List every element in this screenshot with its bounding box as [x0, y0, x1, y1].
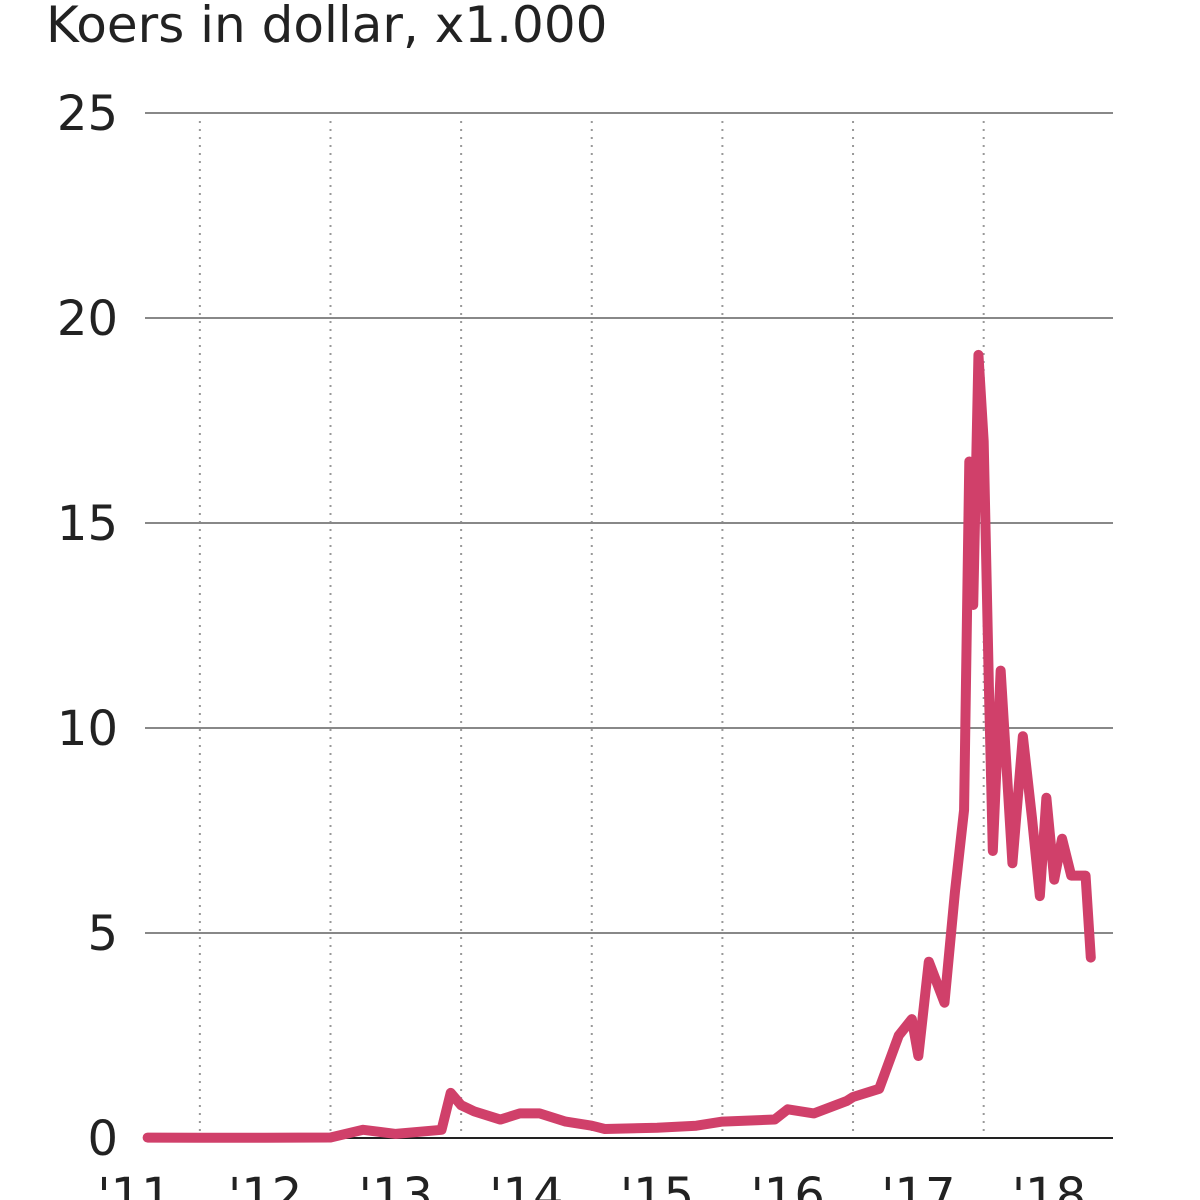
- y-tick-label: 5: [87, 906, 118, 962]
- x-tick-label: '15: [620, 1168, 694, 1200]
- x-tick-label: '13: [359, 1168, 433, 1200]
- y-tick-label: 0: [87, 1111, 118, 1167]
- x-tick-label: '17: [881, 1168, 955, 1200]
- y-tick-label: 25: [57, 86, 118, 142]
- y-tick-label: 20: [57, 291, 118, 347]
- x-tick-label: '16: [751, 1168, 825, 1200]
- x-tick-label: '14: [489, 1168, 563, 1200]
- chart-title: Koers in dollar, x1.000: [46, 0, 607, 54]
- x-tick-label: '18: [1012, 1168, 1086, 1200]
- x-tick-label: '11: [97, 1168, 171, 1200]
- y-tick-label: 10: [57, 701, 118, 757]
- price-line: [142, 349, 1096, 1143]
- x-tick-label: '12: [228, 1168, 302, 1200]
- y-tick-label: 15: [57, 496, 118, 552]
